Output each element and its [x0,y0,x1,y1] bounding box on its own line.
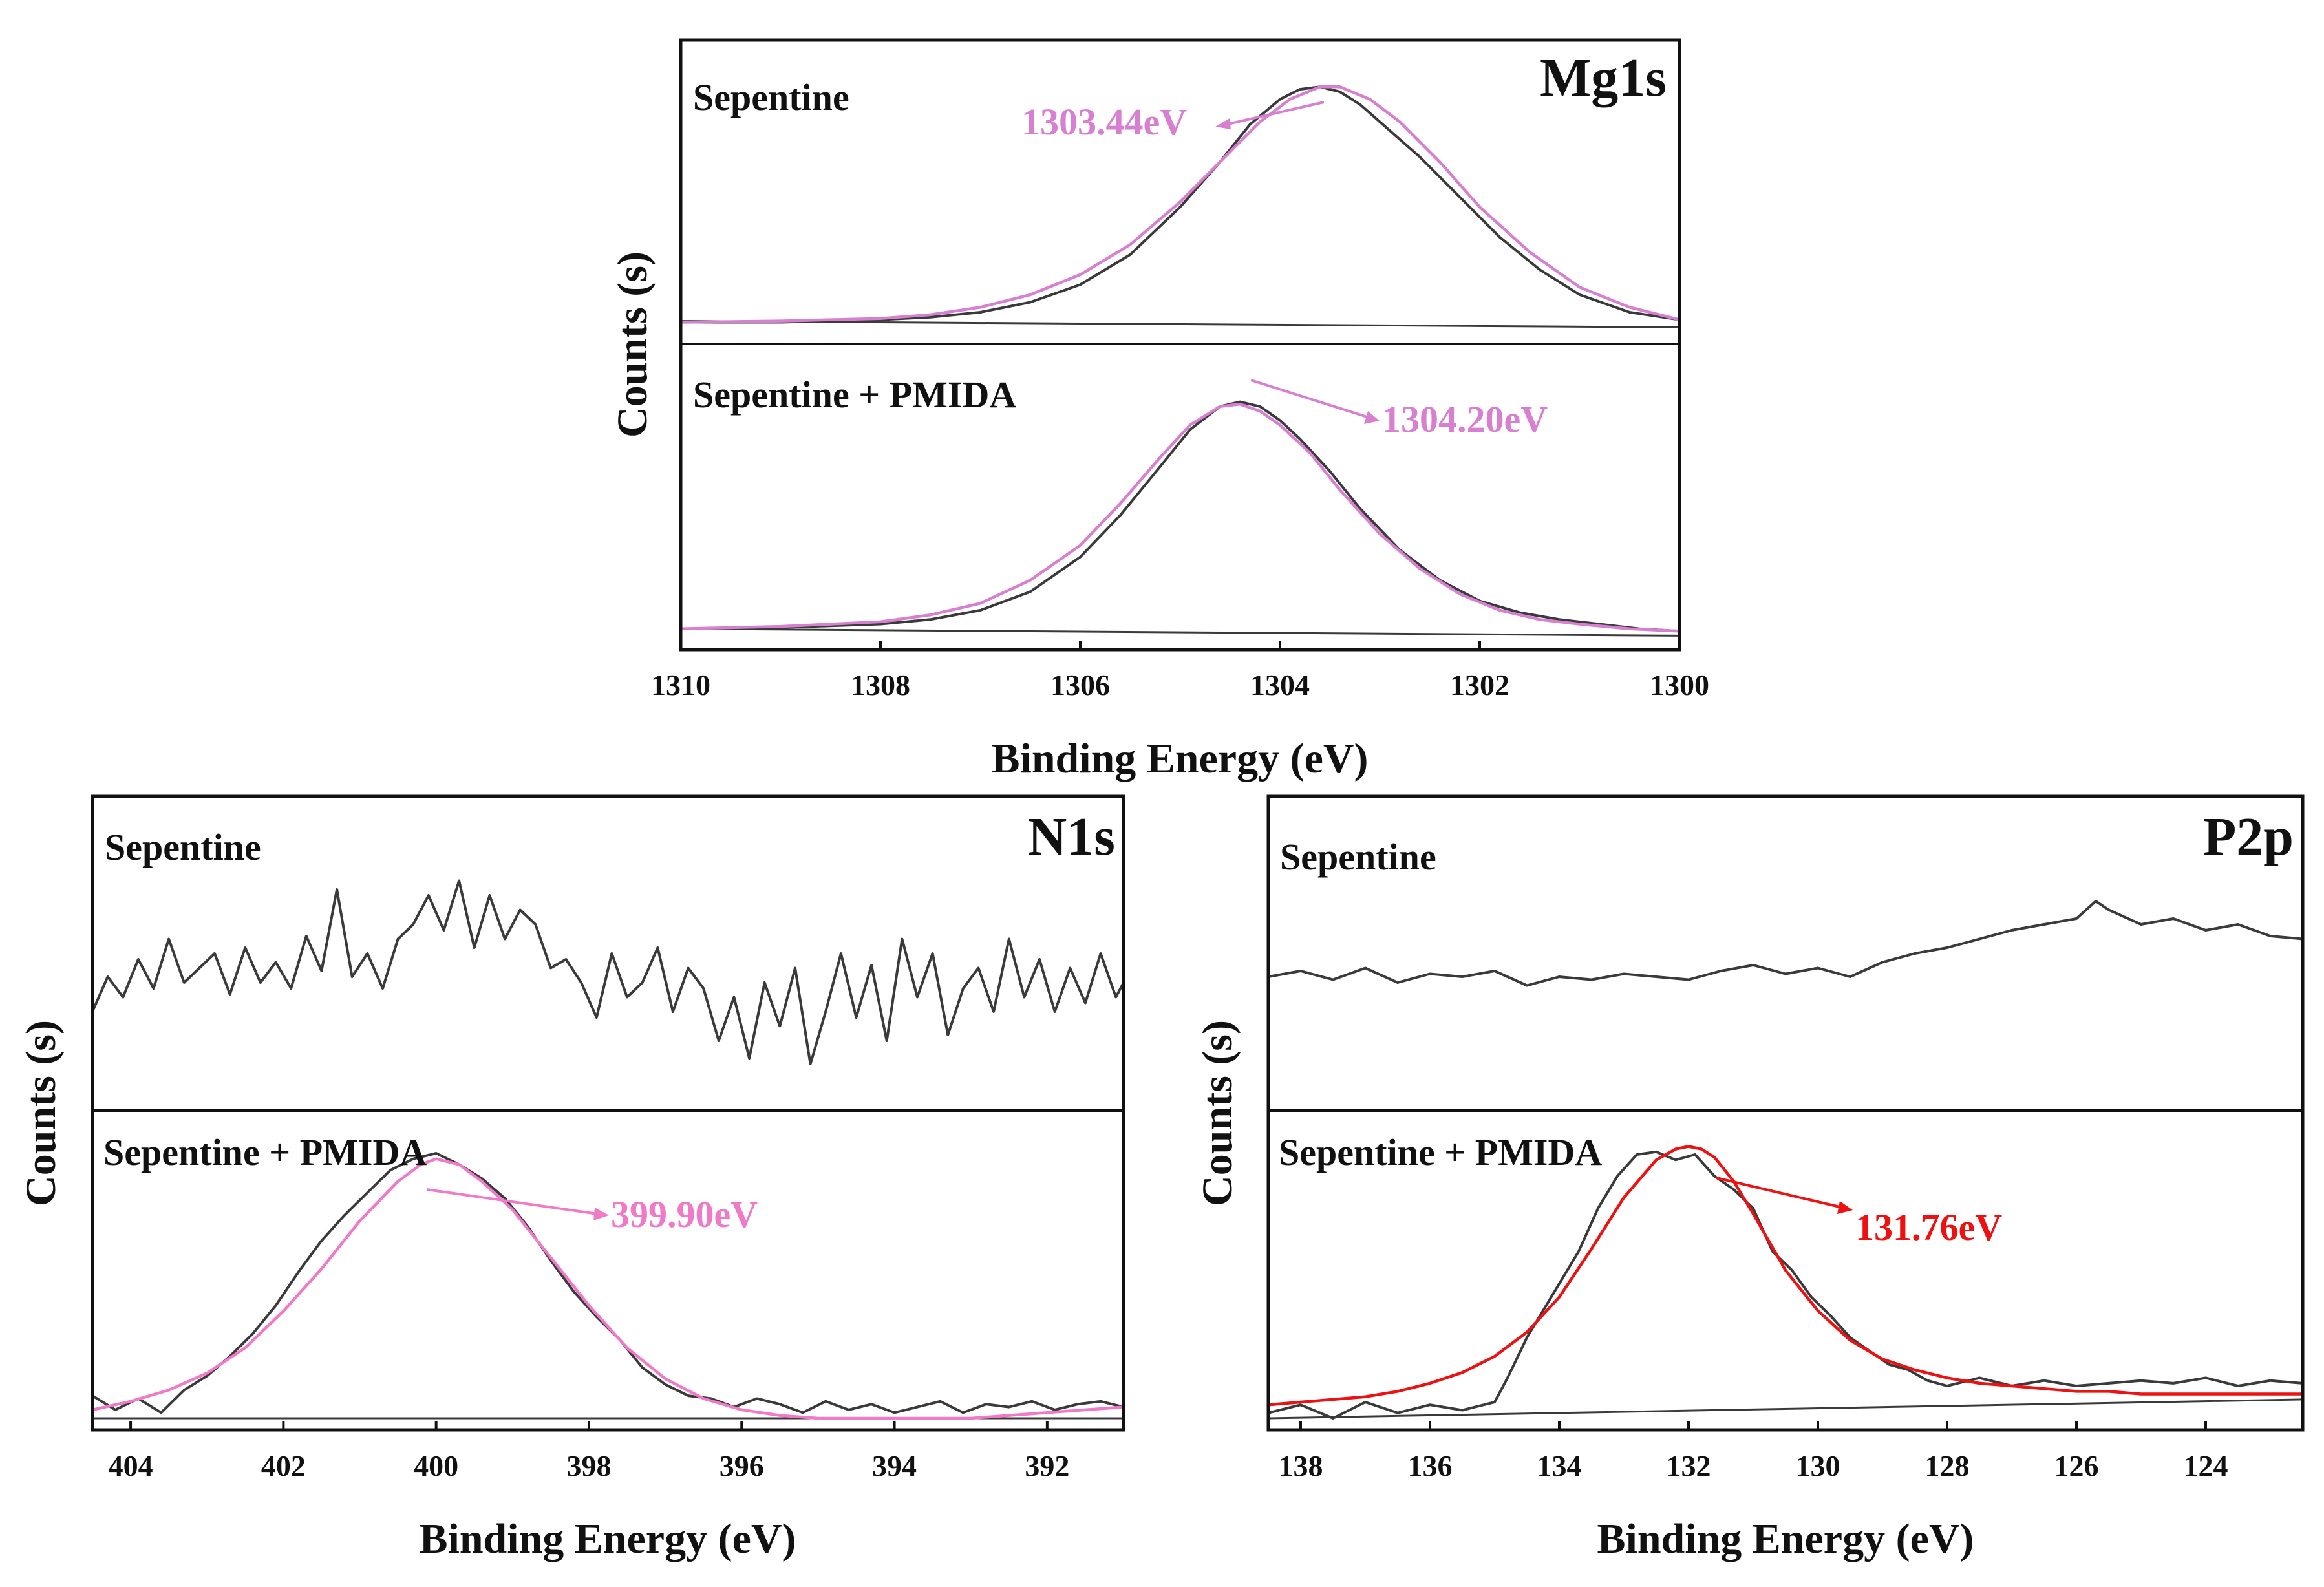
n1s-x-axis-label: Binding Energy (eV) [419,1515,796,1562]
n1s-lower-panel-label: Sepentine + PMIDA [103,1131,427,1173]
p2p-x-tick-label: 134 [1537,1449,1582,1482]
p2p-x-tick-label: 138 [1279,1449,1323,1482]
p2p-lower-panel-label: Sepentine + PMIDA [1279,1131,1602,1173]
mg1s-lower-peak-annotation: 1304.20eV [1382,398,1548,440]
p2p-title: P2p [2203,807,2294,867]
p2p-panel1-data-series [1268,900,2303,987]
mg1s-lower-plot-area [680,400,1680,637]
p2p-upper-panel-label: Sepentine [1280,836,1436,878]
n1s-title: N1s [1028,807,1115,867]
p2p-panel2-fit-series [1268,1145,2303,1407]
p2p-frame [1266,794,2305,1432]
n1s-x-tick-label: 398 [566,1449,611,1482]
mg1s-upper-peak-annotation: 1303.44eV [1021,101,1187,143]
mg1s-upper-arrowhead [1215,118,1231,129]
p2p-x-tick-label: 136 [1408,1449,1453,1482]
mg1s-panel1-data-series [681,85,1680,324]
mg1s-x-tick-label: 1304 [1250,668,1310,701]
n1s-peak-annotation: 399.90eV [611,1193,758,1235]
n1s-upper-plot-area [91,879,1125,1065]
mg1s-chart: 1310 1308 1306 1304 1302 1300 Mg1s Sepentine … [609,38,1709,782]
mg1s-panel1-baseline-series [680,320,1680,328]
p2p-x-tick-label: 132 [1667,1449,1711,1482]
mg1s-upper-plot-area [680,85,1680,328]
n1s-x-ticks: 404 402 400 398 396 394 392 [109,1421,1069,1482]
mg1s-x-tick-label: 1306 [1050,668,1110,701]
p2p-peak-arrow [1716,1177,1843,1209]
mg1s-upper-peak-arrow [1224,101,1325,126]
p2p-lower-plot-area [1268,1145,2303,1420]
p2p-x-tick-label: 124 [2184,1449,2228,1482]
n1s-y-axis-label: Counts (s) [17,1020,65,1206]
mg1s-panel2-fit-series [680,402,1680,633]
mg1s-lower-arrowhead [1364,411,1380,424]
p2p-x-tick-label: 128 [1925,1449,1970,1482]
n1s-x-tick-label: 394 [872,1449,917,1482]
n1s-panel2-fit-series [92,1157,1124,1420]
mg1s-x-tick-label: 1300 [1650,668,1709,701]
n1s-arrowhead [593,1208,609,1220]
n1s-panel1-data-series [91,879,1125,1065]
mg1s-x-ticks: 1310 1308 1306 1304 1302 1300 [651,641,1709,701]
n1s-x-tick-label: 404 [109,1449,153,1482]
mg1s-upper-panel-label: Sepentine [693,76,849,118]
p2p-chart: 138 136 134 132 130 128 126 124 P2p Sepentine S… [1194,794,2305,1562]
n1s-x-tick-label: 396 [720,1449,764,1482]
p2p-peak-annotation: 131.76eV [1855,1206,2002,1248]
n1s-upper-panel-label: Sepentine [105,826,261,868]
mg1s-y-axis-label: Counts (s) [609,251,656,438]
mg1s-panel2-data-series [680,400,1680,633]
n1s-frame [91,794,1125,1432]
p2p-panel2-baseline-series [1268,1398,2303,1420]
p2p-x-axis-label: Binding Energy (eV) [1597,1515,1974,1562]
p2p-x-tick-label: 130 [1796,1449,1840,1482]
mg1s-x-tick-label: 1310 [651,668,710,701]
n1s-peak-arrow [426,1188,599,1215]
p2p-x-tick-label: 126 [2054,1449,2099,1482]
p2p-arrowhead [1837,1201,1853,1214]
p2p-upper-plot-area [1268,900,2303,987]
mg1s-lower-panel-label: Sepentine + PMIDA [693,374,1016,416]
p2p-y-axis-label: Counts (s) [1194,1020,1241,1206]
mg1s-x-tick-label: 1302 [1450,668,1509,701]
mg1s-panel2-baseline-series [680,628,1680,637]
n1s-x-tick-label: 400 [414,1449,458,1482]
n1s-x-tick-label: 392 [1025,1449,1069,1482]
mg1s-x-axis-label: Binding Energy (eV) [991,735,1368,782]
mg1s-panel1-fit-series [680,85,1680,324]
mg1s-title: Mg1s [1540,48,1667,108]
p2p-x-ticks: 138 136 134 132 130 128 126 124 [1279,1421,2228,1482]
mg1s-x-tick-label: 1308 [851,668,910,701]
n1s-lower-plot-area [91,1152,1124,1420]
p2p-panel2-data-series [1268,1150,2303,1420]
n1s-x-tick-label: 402 [261,1449,306,1482]
mg1s-lower-peak-arrow [1250,379,1370,419]
n1s-chart: 404 402 400 398 396 394 392 N1s Sepentine Sepe… [17,794,1125,1562]
